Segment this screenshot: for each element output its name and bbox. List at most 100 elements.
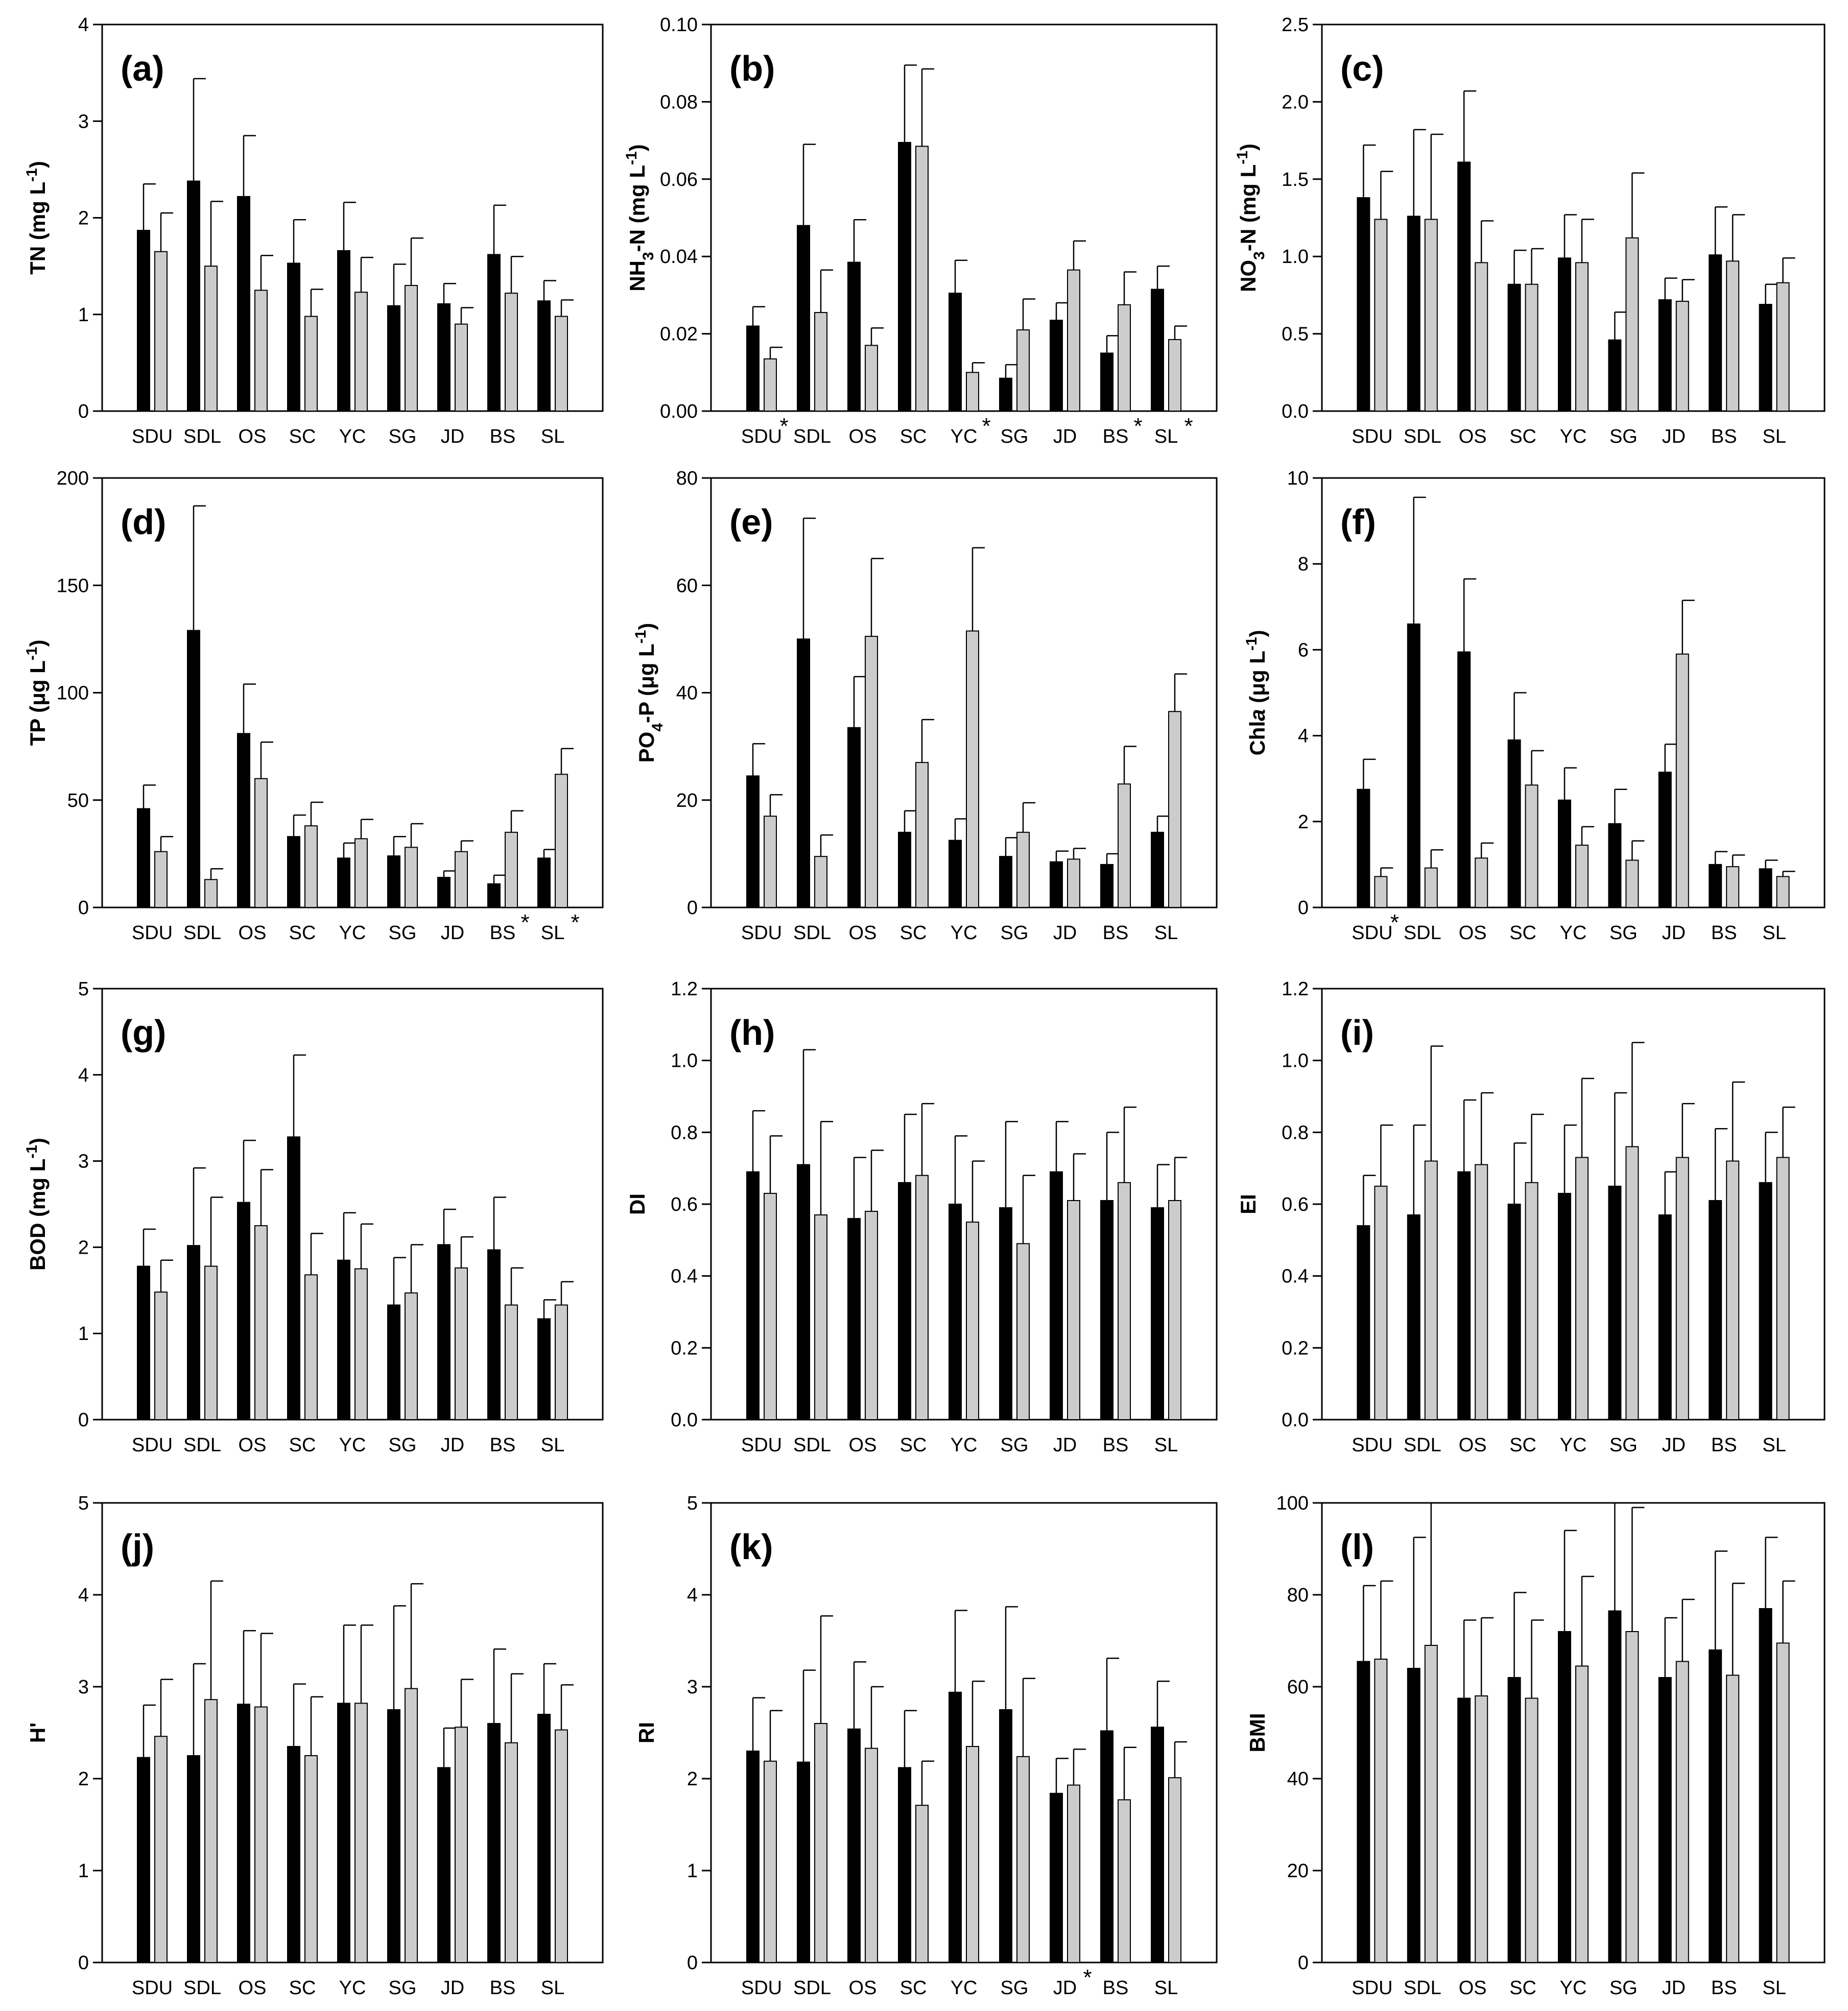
bar-sc-series2 xyxy=(915,1805,929,1963)
bar-os-series1 xyxy=(1457,651,1471,908)
bar-sl-series2 xyxy=(555,1304,568,1421)
category-label: SDL xyxy=(1404,1434,1441,1456)
bar-yc-series1 xyxy=(1558,257,1571,412)
category-label: BS xyxy=(490,1434,516,1456)
category-label: SC xyxy=(900,1977,927,1999)
bar-sdu-series1 xyxy=(1357,197,1370,412)
y-axis-label: NO3-N (mg L-1) xyxy=(1234,143,1268,292)
bar-yc-series1 xyxy=(1558,1192,1571,1420)
bar-sg-series1 xyxy=(999,1207,1012,1421)
y-tick-label: 1.0 xyxy=(1282,246,1309,268)
bar-sc-series1 xyxy=(287,1746,300,1963)
bar-yc-series1 xyxy=(337,1703,350,1963)
y-axis-label: RI xyxy=(634,1722,658,1743)
bar-jd-series1 xyxy=(1658,1214,1672,1421)
bar-yc-series2 xyxy=(1575,262,1589,412)
category-label: SDL xyxy=(1404,1977,1441,1999)
category-label: SL xyxy=(1154,1977,1178,1999)
category-label: SG xyxy=(389,1434,417,1456)
y-tick-label: 0 xyxy=(78,1409,89,1431)
bar-sg-series1 xyxy=(999,1709,1012,1963)
bar-sc-series1 xyxy=(1507,1677,1521,1963)
bar-sdl-series1 xyxy=(1407,1214,1420,1421)
bar-sl-series2 xyxy=(1168,1200,1181,1420)
bar-sdu-series1 xyxy=(1357,1225,1370,1420)
plot-frame xyxy=(710,988,1218,1421)
bar-sg-series2 xyxy=(1625,237,1639,412)
category-label: SDL xyxy=(183,426,221,447)
category-label: OS xyxy=(239,1434,267,1456)
bar-bs-series1 xyxy=(1100,1730,1113,1963)
category-label: SG xyxy=(389,922,417,944)
bar-sg-series2 xyxy=(1016,329,1030,412)
bar-yc-series2 xyxy=(966,1222,979,1421)
category-label: SG xyxy=(1001,426,1029,447)
category-label: JD xyxy=(441,1977,464,1999)
bar-os-series1 xyxy=(237,1202,250,1421)
bar-bs-series1 xyxy=(487,254,501,412)
category-label: SL xyxy=(1154,426,1178,447)
category-label: JD xyxy=(1053,922,1077,944)
bar-sdl-series2 xyxy=(814,1723,827,1963)
y-tick-label: 150 xyxy=(57,575,89,596)
bar-yc-series1 xyxy=(337,1259,350,1420)
bar-sl-series1 xyxy=(537,857,551,908)
bar-sc-series2 xyxy=(915,762,929,908)
y-tick-label: 0.4 xyxy=(671,1266,698,1287)
category-label: SC xyxy=(1509,1434,1536,1456)
y-tick-label: 3 xyxy=(78,1151,89,1172)
category-label: SL xyxy=(541,426,564,447)
bar-sc-series2 xyxy=(304,316,318,412)
y-tick-label: 0 xyxy=(78,401,89,422)
category-label: SDU xyxy=(1352,1977,1392,1999)
y-tick-label: 8 xyxy=(1298,554,1309,575)
y-tick-label: 3 xyxy=(687,1677,698,1698)
y-axis-label: EI xyxy=(1236,1194,1260,1214)
bar-sc-series1 xyxy=(1507,283,1521,412)
bar-jd-series2 xyxy=(1675,1157,1689,1420)
panel-label: (k) xyxy=(729,1527,773,1567)
bar-sdu-series1 xyxy=(137,1265,150,1420)
bar-sdl-series1 xyxy=(187,1755,200,1963)
bar-sdl-series1 xyxy=(797,1761,810,1964)
category-label: SC xyxy=(1509,922,1536,944)
bar-jd-series2 xyxy=(455,1727,468,1963)
bar-yc-series2 xyxy=(1575,1665,1589,1963)
category-label: SL xyxy=(1762,426,1786,447)
y-tick-label: 1.0 xyxy=(1282,1050,1309,1072)
y-tick-label: 2 xyxy=(78,1768,89,1790)
bar-jd-series1 xyxy=(1658,772,1672,908)
chart-panel-g: 0 1 2 3 4 5 SDU SDL OS SC YC SG JD BS SL (g) BOD (mg L-1… xyxy=(23,978,604,1456)
category-label: JD xyxy=(441,426,464,447)
category-label: YC xyxy=(339,1434,366,1456)
y-tick-label: 0.5 xyxy=(1282,324,1309,345)
bar-sg-series2 xyxy=(405,847,418,908)
bar-os-series2 xyxy=(1475,1695,1488,1963)
bar-os-series1 xyxy=(847,261,861,412)
category-label: SDU xyxy=(1352,1434,1392,1456)
panel-label: (j) xyxy=(121,1527,154,1567)
panel-label: (e) xyxy=(729,502,773,542)
bar-sdu-series2 xyxy=(1374,1185,1388,1420)
y-tick-label: 4 xyxy=(78,1585,89,1606)
bar-sdl-series1 xyxy=(1407,623,1420,908)
bar-sdu-series1 xyxy=(746,1751,760,1963)
bar-sc-series2 xyxy=(915,1175,929,1421)
bar-jd-series2 xyxy=(1675,1661,1689,1963)
bar-sg-series1 xyxy=(1608,823,1622,908)
bar-bs-series2 xyxy=(505,831,518,908)
category-label: SG xyxy=(1609,426,1638,447)
bar-yc-series2 xyxy=(966,1746,979,1963)
bar-bs-series1 xyxy=(487,1249,501,1421)
bar-sg-series1 xyxy=(1608,1610,1622,1963)
y-tick-label: 10 xyxy=(1287,468,1309,489)
category-label: SDL xyxy=(1404,922,1441,944)
bar-sl-series2 xyxy=(1776,876,1790,908)
significance-asterisk: * xyxy=(1133,414,1142,439)
bar-sg-series1 xyxy=(999,856,1012,908)
y-axis-label: BMI xyxy=(1245,1713,1269,1753)
category-label: SL xyxy=(541,1434,564,1456)
bar-sc-series1 xyxy=(898,141,911,412)
y-axis-label: H' xyxy=(26,1722,50,1743)
